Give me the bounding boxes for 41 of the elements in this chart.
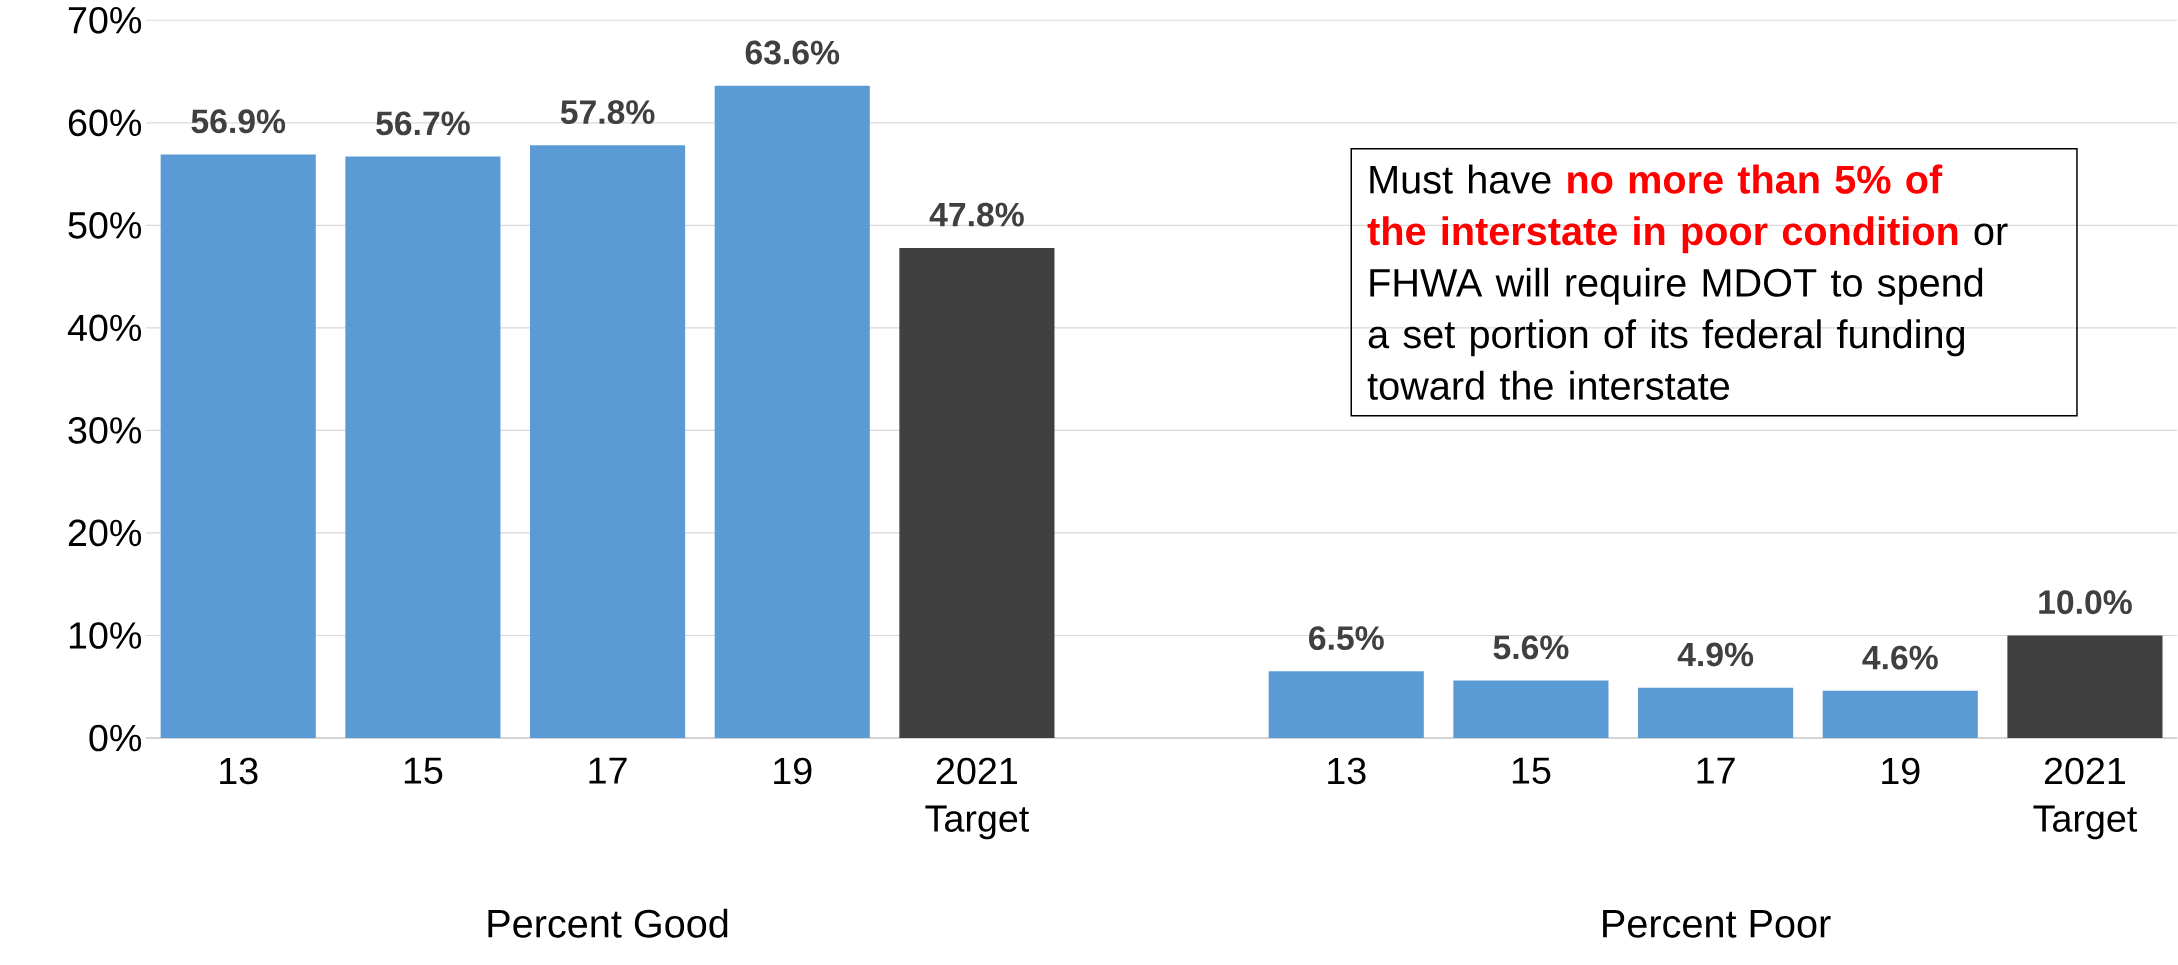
data-label: 5.6% (1493, 635, 1569, 660)
data-label: 56.7% (376, 111, 470, 136)
y-tick-label: 10% (69, 622, 142, 650)
data-label: 10.0% (2039, 590, 2132, 615)
y-tick-label: 60% (68, 109, 142, 137)
y-tick-label: 50% (68, 212, 142, 239)
data-label: 4.6% (1862, 645, 1938, 670)
x-tick-label: 17 (589, 757, 627, 784)
bar (345, 156, 501, 739)
x-tick-label: 19 (1882, 757, 1920, 785)
y-tick-label: 30% (68, 417, 142, 444)
text: Percent Good (488, 908, 728, 938)
bar (1268, 671, 1424, 739)
text: Percent Poor (1603, 910, 1831, 938)
data-label: 57.8% (560, 100, 655, 125)
y-tick-label: 20% (68, 519, 142, 547)
bar (2007, 635, 2163, 739)
bar (899, 248, 1055, 739)
annotation: Must have no more than 5% of the interstate in poor condition or FHWA will require MDOT to spend a set portion of its federal funding toward the interstate (1367, 164, 2008, 401)
x-tick-label: 13 (220, 757, 258, 785)
x-tick-label: 17 (1697, 757, 1735, 784)
x-tick-label: 15 (1512, 757, 1551, 785)
x-tick-label: 19 (774, 757, 812, 785)
x-tick-label: 2021 Target (925, 757, 1029, 840)
x-tick-label: 15 (404, 757, 443, 785)
bar (714, 86, 870, 739)
data-label: 4.9% (1677, 642, 1754, 667)
data-label: 56.9% (191, 109, 286, 134)
data-label: 6.5% (1309, 626, 1384, 651)
data-label: 63.6% (745, 40, 840, 65)
bar (160, 154, 316, 739)
bar (1822, 691, 1978, 739)
y-tick-label: 0% (89, 724, 142, 752)
y-tick-label: 70% (68, 7, 142, 34)
bar (530, 145, 686, 739)
bar (1638, 687, 1794, 739)
data-label: 47.8% (929, 202, 1024, 227)
x-tick-label: 2021 Target (2033, 757, 2138, 840)
bar (1453, 680, 1609, 739)
y-tick-label: 40% (67, 314, 142, 342)
x-tick-label: 13 (1328, 757, 1366, 785)
